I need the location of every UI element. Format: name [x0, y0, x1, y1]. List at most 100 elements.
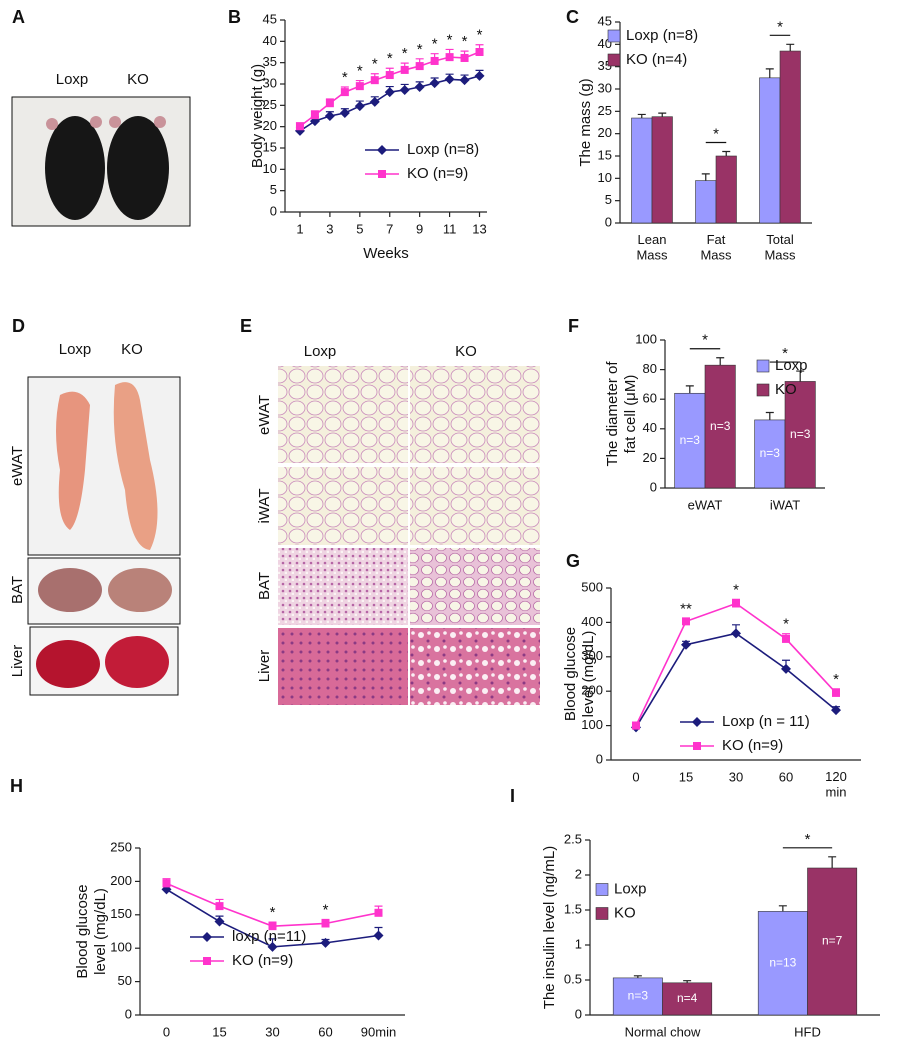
y-tick-label: 100 [635, 331, 657, 346]
y-tick-label: 45 [598, 13, 612, 28]
y-tick-label: 25 [263, 97, 277, 112]
marker [782, 634, 790, 643]
panel-label: I [510, 786, 515, 806]
y-axis-label: Blood glucoselevel (mg/dL) [562, 627, 597, 721]
marker [162, 879, 171, 888]
annotation: * [323, 901, 329, 918]
row-label: BAT [256, 572, 273, 600]
marker [340, 88, 349, 97]
bar-label: n=3 [710, 419, 731, 433]
marker [324, 111, 335, 121]
marker [321, 919, 330, 928]
annotation: * [462, 33, 468, 50]
error-bar [683, 980, 692, 983]
x-tick-label: 0 [632, 769, 639, 784]
marker [414, 81, 425, 92]
marker [203, 957, 211, 965]
histology [278, 548, 408, 625]
annotation: * [342, 69, 348, 86]
legend-label: Loxp [614, 880, 647, 897]
legend-swatch [756, 383, 770, 397]
bar [704, 364, 736, 489]
bar [715, 155, 737, 224]
marker [632, 721, 640, 730]
y-tick-label: 35 [263, 54, 277, 69]
marker [310, 111, 319, 120]
y-tick-label: 2.5 [564, 831, 582, 846]
y-axis-label: Blood glucoselevel (mg/dL) [74, 884, 109, 978]
bar [754, 419, 786, 489]
panel-a: A Loxp KO [11, 7, 191, 227]
y-tick-label: 10 [598, 170, 612, 185]
annotation: * [270, 904, 276, 921]
x-tick-label: Total Mass [764, 232, 796, 263]
annotation: * [783, 616, 789, 633]
y-tick-label: 20 [643, 450, 657, 465]
y-tick-label: 0 [575, 1006, 582, 1021]
ear [154, 116, 166, 128]
marker [459, 75, 470, 86]
x-tick-label: 30 [265, 1024, 279, 1039]
row-label: Liver [256, 650, 273, 683]
legend-label: KO (n=9) [722, 737, 783, 754]
annotation: * [833, 671, 839, 688]
mouse [107, 116, 169, 220]
annotation: ** [680, 601, 692, 618]
legend-label: KO (n=9) [232, 952, 293, 969]
y-tick-label: 10 [263, 161, 277, 176]
legend-label: KO [614, 904, 636, 921]
y-tick-label: 0 [125, 1006, 132, 1021]
y-tick-label: 5 [270, 182, 277, 197]
legend-label: Loxp (n=8) [626, 27, 698, 44]
marker [267, 941, 278, 952]
y-tick-label: 15 [598, 147, 612, 162]
marker [430, 56, 439, 65]
x-tick-label: 9 [416, 221, 423, 236]
column-label: KO [121, 341, 143, 358]
legend-swatch [607, 29, 621, 43]
panel-label: D [12, 316, 25, 336]
panel-label: B [228, 7, 241, 27]
histology [410, 467, 540, 545]
error-bar [765, 411, 774, 420]
bar [757, 911, 808, 1016]
series-line [635, 602, 837, 726]
marker [732, 599, 740, 608]
marker [460, 53, 469, 62]
tissue [36, 640, 100, 688]
error-bar [716, 357, 725, 366]
column-label: Loxp [304, 343, 337, 360]
x-tick-label: 5 [356, 221, 363, 236]
annotation: * [733, 581, 739, 598]
column-label: Loxp [59, 341, 92, 358]
marker [369, 96, 380, 107]
x-tick-label: 3 [326, 221, 333, 236]
marker [415, 62, 424, 71]
marker [444, 74, 455, 85]
x-tick-label: iWAT [770, 497, 800, 512]
panel-label: C [566, 7, 579, 27]
annotation: * [357, 63, 363, 80]
legend-label: Loxp (n=8) [407, 141, 479, 158]
y-tick-label: 250 [110, 839, 132, 854]
marker [339, 108, 350, 119]
error-bar [633, 975, 642, 978]
y-axis-label: The mass (g) [577, 78, 594, 166]
marker [475, 48, 484, 56]
panel-label: A [12, 7, 25, 27]
tissue [38, 568, 102, 612]
row-label: iWAT [256, 489, 273, 524]
panel-label: G [566, 551, 580, 571]
ear [46, 118, 58, 130]
ear [90, 116, 102, 128]
marker [399, 84, 410, 95]
y-axis-label: Body weight (g) [249, 64, 266, 168]
x-tick-label: 15 [212, 1024, 226, 1039]
y-tick-label: 30 [598, 80, 612, 95]
annotation: * [477, 27, 483, 44]
ear [109, 116, 121, 128]
marker [781, 663, 791, 674]
histology [278, 467, 408, 545]
y-tick-label: 0 [596, 751, 603, 766]
marker [355, 82, 364, 91]
